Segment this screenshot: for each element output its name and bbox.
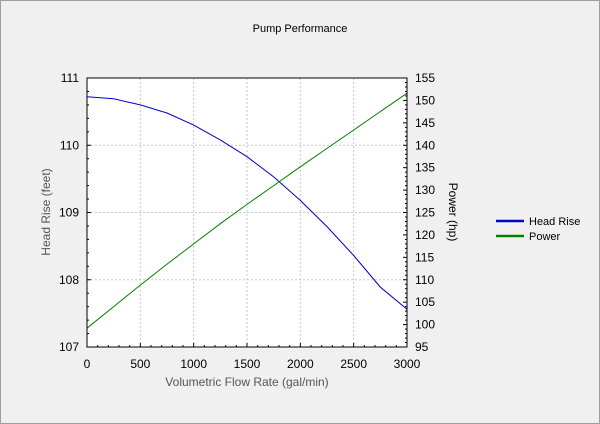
legend-label-head-rise: Head Rise — [529, 216, 580, 228]
y2-tick-label-12: 155 — [415, 71, 435, 85]
y-axis-label: Head Rise (feet) — [39, 168, 53, 255]
y2-tick-label-2: 105 — [415, 295, 435, 309]
x-tick-label-0: 0 — [84, 357, 91, 371]
x-tick-label-5: 2500 — [340, 357, 367, 371]
y2-tick-label-1: 100 — [415, 318, 435, 332]
grid-lines — [87, 78, 407, 347]
legend: Head Rise Power — [496, 216, 580, 243]
y2-tick-label-6: 125 — [415, 206, 435, 220]
y2-tick-label-3: 110 — [415, 273, 434, 287]
series-layer — [86, 92, 408, 329]
series-line-power — [86, 92, 408, 329]
y2-tick-label-11: 150 — [415, 93, 435, 107]
y-tick-label-3: 110 — [60, 138, 79, 152]
y2-tick-label-5: 120 — [415, 228, 435, 242]
x-axis-label: Volumetric Flow Rate (gal/min) — [165, 375, 328, 389]
y2-tick-label-10: 145 — [415, 116, 435, 130]
y-axis-ticks: 107 108 109 110 111 — [59, 71, 91, 354]
x-tick-label-4: 2000 — [287, 357, 314, 371]
x-tick-label-1: 500 — [130, 357, 150, 371]
legend-label-power: Power — [529, 231, 561, 243]
y-tick-label-4: 111 — [61, 71, 80, 85]
y-tick-label-0: 107 — [59, 340, 79, 354]
y-tick-label-2: 109 — [59, 206, 79, 220]
y2-tick-label-9: 140 — [415, 138, 435, 152]
chart-title: Pump Performance — [253, 23, 348, 35]
x-tick-label-3: 1500 — [234, 357, 261, 371]
y2-axis-label: Power (hp) — [446, 183, 460, 242]
y2-axis-ticks: 95 100 105 110 115 120 125 130 135 140 145 150 155 — [403, 71, 435, 354]
y2-tick-label-0: 95 — [415, 340, 429, 354]
x-tick-label-6: 3000 — [394, 357, 421, 371]
x-tick-label-2: 1000 — [180, 357, 207, 371]
x-axis-ticks: 0 500 1000 1500 2000 2500 3000 — [84, 343, 421, 371]
y-tick-label-1: 108 — [59, 273, 79, 287]
y2-tick-label-4: 115 — [415, 250, 434, 264]
y2-tick-label-8: 135 — [415, 161, 435, 175]
series-line-head-rise — [86, 96, 408, 310]
y2-tick-label-7: 130 — [415, 183, 435, 197]
